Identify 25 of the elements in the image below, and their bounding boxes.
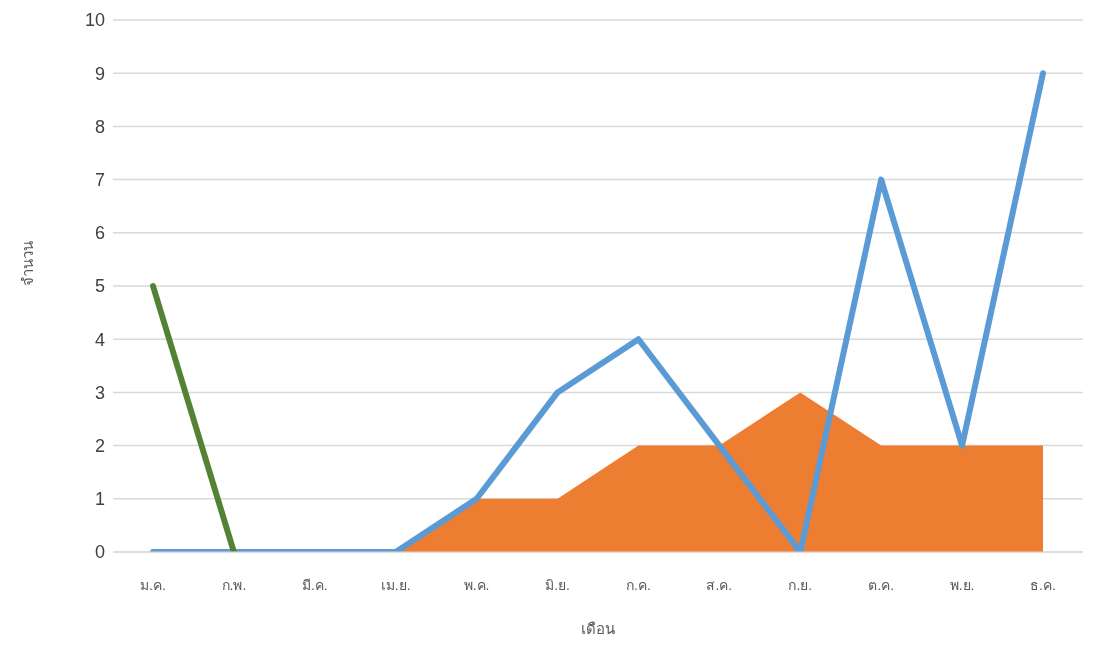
y-tick-label: 4: [94, 329, 105, 350]
x-tick-label: ก.ย.: [788, 576, 813, 593]
x-tick-label: ม.ค.: [140, 576, 166, 593]
x-tick-label: พ.ย.: [949, 576, 975, 593]
x-tick-label: ต.ค.: [868, 576, 895, 593]
y-axis-title: จำนวน: [19, 241, 37, 286]
y-tick-label: 10: [84, 10, 105, 31]
y-tick-label: 7: [94, 169, 105, 190]
x-tick-label: พ.ค.: [463, 576, 490, 593]
y-tick-label: 1: [94, 489, 105, 510]
y-tick-label: 6: [94, 223, 105, 244]
x-tick-label: ธ.ค.: [1030, 576, 1056, 593]
x-tick-label: เม.ย.: [380, 576, 411, 593]
x-tick-label: ส.ค.: [706, 576, 733, 593]
y-tick-label: 9: [94, 63, 105, 84]
x-tick-label: ก.ค.: [626, 576, 651, 593]
y-tick-label: 0: [94, 542, 105, 563]
y-tick-label: 3: [94, 382, 105, 403]
y-tick-label: 8: [94, 116, 105, 137]
x-tick-label: มิ.ย.: [545, 576, 570, 593]
x-tick-label: ก.พ.: [221, 576, 247, 593]
y-tick-label: 5: [94, 276, 105, 297]
x-axis-title: เดือน: [581, 620, 615, 637]
x-tick-label: มี.ค.: [301, 576, 328, 593]
y-tick-label: 2: [94, 435, 105, 456]
